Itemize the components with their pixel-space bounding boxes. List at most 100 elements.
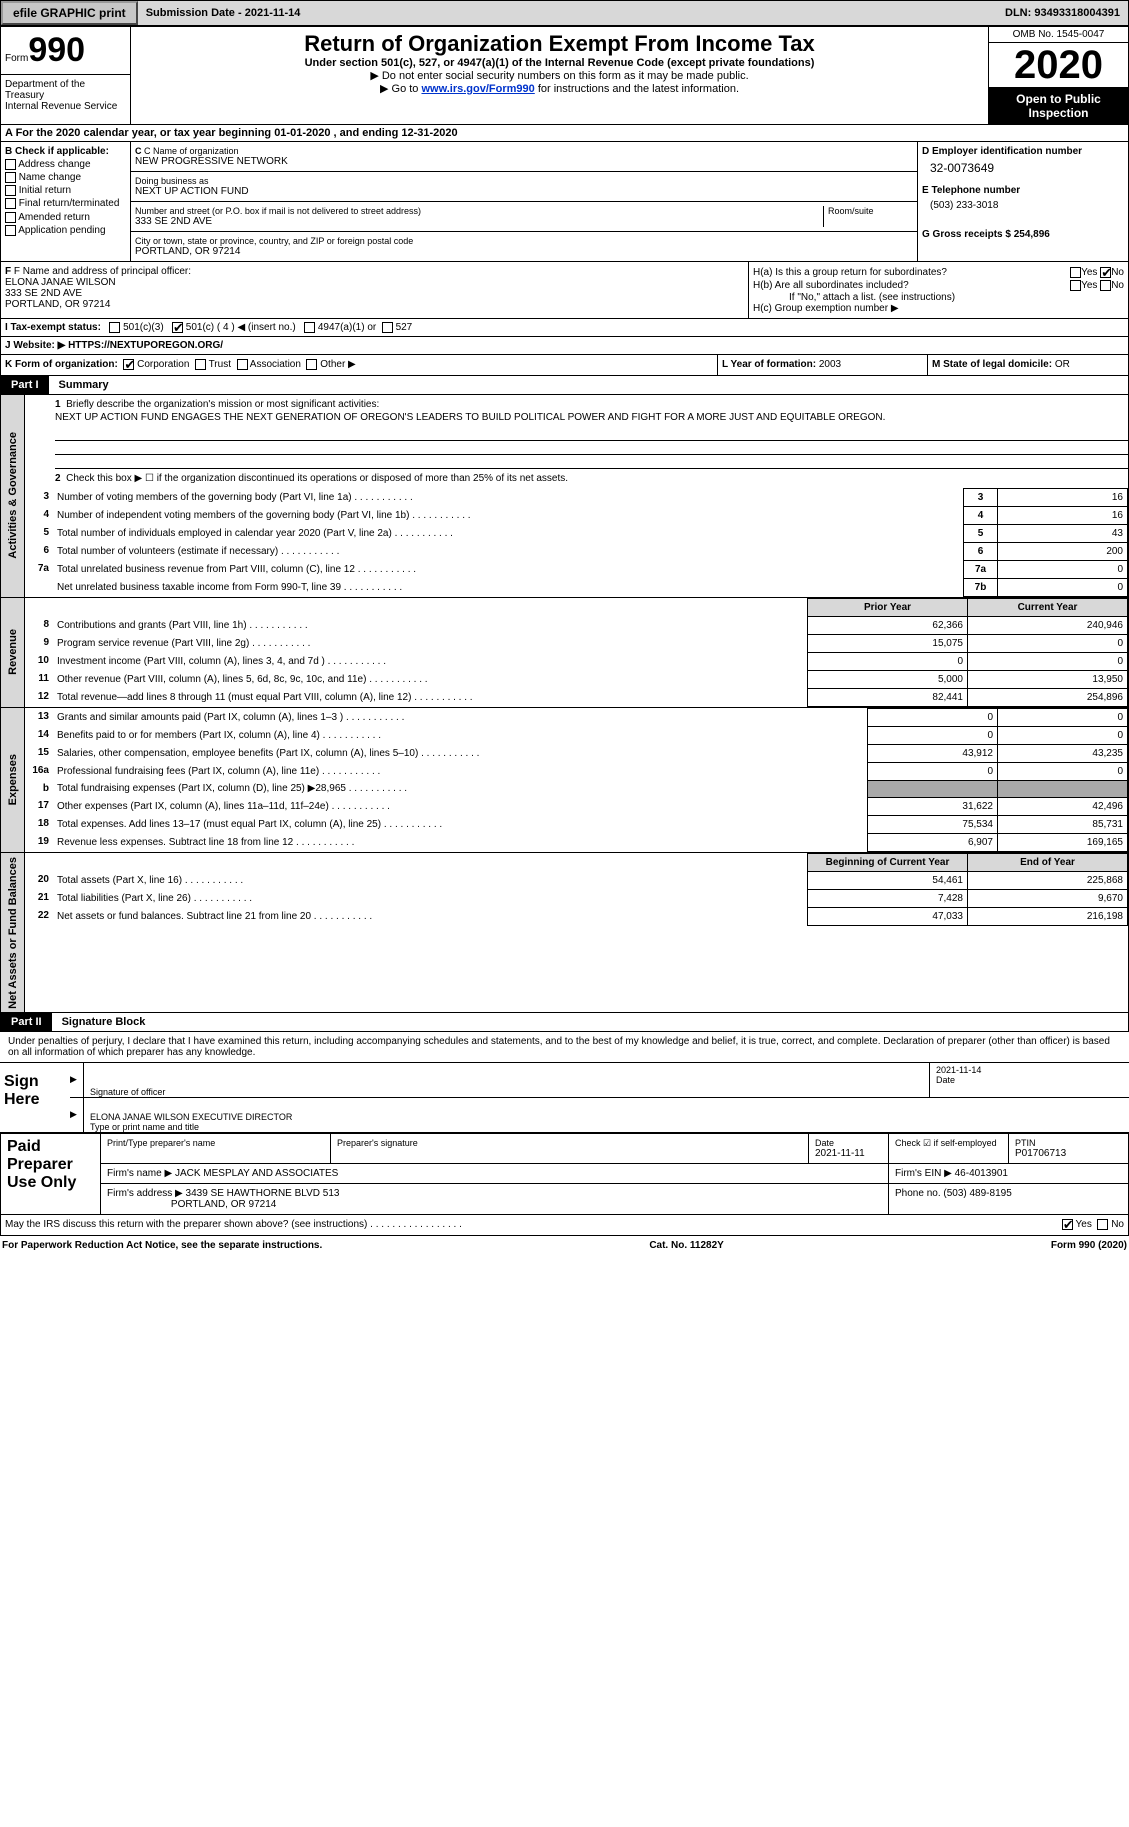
part1-governance: Activities & Governance 1 Briefly descri… <box>0 395 1129 598</box>
cb-527[interactable] <box>382 322 393 333</box>
dln-label: DLN: <box>1005 7 1034 19</box>
blank-line <box>55 441 1128 455</box>
section-b-label: B Check if applicable: <box>5 146 126 159</box>
h-b-row: H(b) Are all subordinates included? Yes … <box>753 279 1124 292</box>
sidetab-exp-label: Expenses <box>7 750 19 809</box>
opt-trust: Trust <box>209 360 231 371</box>
q1-label: Briefly describe the organization's miss… <box>66 399 379 410</box>
omb-number: OMB No. 1545-0047 <box>989 27 1128 43</box>
blank-line <box>55 455 1128 469</box>
cb-501c[interactable] <box>172 322 183 333</box>
m-label: M State of legal domicile: <box>932 359 1055 370</box>
cb-addr-label: Address change <box>18 159 90 170</box>
h-b-yes-cb[interactable] <box>1070 280 1081 291</box>
city-state-zip: PORTLAND, OR 97214 <box>135 246 913 257</box>
h-b-no-cb[interactable] <box>1100 280 1111 291</box>
dept-treasury: Department of the Treasury Internal Reve… <box>1 74 131 124</box>
cb-assoc[interactable] <box>237 359 248 370</box>
opt-corp: Corporation <box>137 360 189 371</box>
sidetab-gov-label: Activities & Governance <box>7 428 19 563</box>
subdate-label: Submission Date - <box>146 7 245 19</box>
form-link-row: ▶ Go to www.irs.gov/Form990 for instruct… <box>141 82 978 95</box>
sidetab-revenue: Revenue <box>1 598 25 707</box>
form-990-number: 990 <box>28 31 85 69</box>
paid-preparer-label: Paid Preparer Use Only <box>1 1134 101 1215</box>
cb-amended-return[interactable]: Amended return <box>5 212 126 225</box>
dba-name: NEXT UP ACTION FUND <box>135 186 913 197</box>
h-a-yes-cb[interactable] <box>1070 267 1081 278</box>
opt-other: Other ▶ <box>320 360 355 371</box>
mission-block: 1 Briefly describe the organization's mi… <box>25 395 1128 427</box>
part2-name: Signature Block <box>52 1013 156 1031</box>
cb-other[interactable] <box>306 359 317 370</box>
firm-addr-label: Firm's address ▶ <box>107 1188 186 1199</box>
opt-501c3: 501(c)(3) <box>123 322 164 333</box>
h-c-label: H(c) Group exemption number ▶ <box>753 303 1124 314</box>
ptin-value: P01706713 <box>1015 1148 1122 1159</box>
room-label: Room/suite <box>828 206 913 216</box>
officer-name-label: Type or print name and title <box>90 1122 199 1132</box>
cb-4947[interactable] <box>304 322 315 333</box>
submission-date: Submission Date - 2021-11-14 <box>138 4 309 22</box>
part1-name: Summary <box>49 376 119 394</box>
addr-label: Number and street (or P.O. box if mail i… <box>135 206 823 216</box>
tax-year: 2020 <box>989 43 1128 88</box>
part1-expenses: Expenses 13Grants and similar amounts pa… <box>0 708 1129 853</box>
officer-printed-name: ELONA JANAE WILSON EXECUTIVE DIRECTOR <box>90 1100 1123 1122</box>
part1-netassets: Net Assets or Fund Balances Beginning of… <box>0 853 1129 1014</box>
footer-mid: Cat. No. 11282Y <box>649 1240 723 1251</box>
officer-name-line: ELONA JANAE WILSON EXECUTIVE DIRECTORTyp… <box>70 1098 1129 1132</box>
year-box: OMB No. 1545-0047 2020 Open to Public In… <box>988 27 1128 124</box>
dln-value: 93493318004391 <box>1034 7 1120 19</box>
officer-addr1: 333 SE 2ND AVE <box>5 288 744 299</box>
sidetab-rev-label: Revenue <box>7 625 19 679</box>
h-yes-label2: Yes <box>1081 280 1097 291</box>
firm-addr-row: Firm's address ▶ 3439 SE HAWTHORNE BLVD … <box>101 1184 889 1215</box>
cb-initial-return[interactable]: Initial return <box>5 185 126 198</box>
officer-name: ELONA JANAE WILSON <box>5 277 744 288</box>
row-klm: K Form of organization: Corporation Trus… <box>0 355 1129 375</box>
section-d: D Employer identification number 32-0073… <box>918 142 1128 261</box>
cb-application-pending[interactable]: Application pending <box>5 225 126 238</box>
form-subtitle: Under section 501(c), 527, or 4947(a)(1)… <box>141 57 978 69</box>
section-l: L Year of formation: 2003 <box>718 355 928 374</box>
perjury-statement: Under penalties of perjury, I declare th… <box>0 1032 1129 1063</box>
cb-corp[interactable] <box>123 359 134 370</box>
sidetab-netassets: Net Assets or Fund Balances <box>1 853 25 1013</box>
h-a-label: H(a) Is this a group return for subordin… <box>753 267 947 278</box>
cb-final-return[interactable]: Final return/terminated <box>5 198 126 211</box>
cb-trust[interactable] <box>195 359 206 370</box>
q2-block: 2 Check this box ▶ ☐ if the organization… <box>25 469 1128 488</box>
arrow-icon <box>70 1098 84 1132</box>
prep-name-label: Print/Type preparer's name <box>107 1138 324 1148</box>
discuss-no-cb[interactable] <box>1097 1219 1108 1230</box>
tel-label: E Telephone number <box>922 185 1124 196</box>
section-h: H(a) Is this a group return for subordin… <box>748 262 1128 318</box>
part2-header: Part II Signature Block <box>0 1013 1129 1032</box>
discuss-yes-label: Yes <box>1076 1220 1092 1231</box>
discuss-no-label: No <box>1111 1220 1124 1231</box>
cb-app-label: Application pending <box>18 225 105 236</box>
k-label: K Form of organization: <box>5 360 118 371</box>
section-c: C C Name of organization NEW PROGRESSIVE… <box>131 142 918 261</box>
irs-form990-link[interactable]: www.irs.gov/Form990 <box>421 83 534 95</box>
part1-revenue: Revenue Prior YearCurrent Year8Contribut… <box>0 598 1129 708</box>
q2-label: Check this box ▶ ☐ if the organization d… <box>66 473 568 484</box>
form-warning: ▶ Do not enter social security numbers o… <box>141 69 978 82</box>
city-label: City or town, state or province, country… <box>135 236 913 246</box>
page-footer: For Paperwork Reduction Act Notice, see … <box>0 1236 1129 1255</box>
cb-address-change[interactable]: Address change <box>5 159 126 172</box>
opt-assoc: Association <box>250 360 301 371</box>
cb-501c3[interactable] <box>109 322 120 333</box>
cb-name-change[interactable]: Name change <box>5 172 126 185</box>
address-box: Number and street (or P.O. box if mail i… <box>131 202 917 232</box>
dba-label: Doing business as <box>135 176 913 186</box>
title-block: Return of Organization Exempt From Incom… <box>131 27 988 124</box>
cb-amended-label: Amended return <box>18 212 90 223</box>
efile-print-button[interactable]: efile GRAPHIC print <box>1 1 138 25</box>
discuss-yes-cb[interactable] <box>1062 1219 1073 1230</box>
org-name-label: C Name of organization <box>144 146 239 156</box>
self-employed-cell: Check ☑ if self-employed <box>889 1134 1009 1164</box>
h-a-no-cb[interactable] <box>1100 267 1111 278</box>
section-bcd: B Check if applicable: Address change Na… <box>0 142 1129 262</box>
